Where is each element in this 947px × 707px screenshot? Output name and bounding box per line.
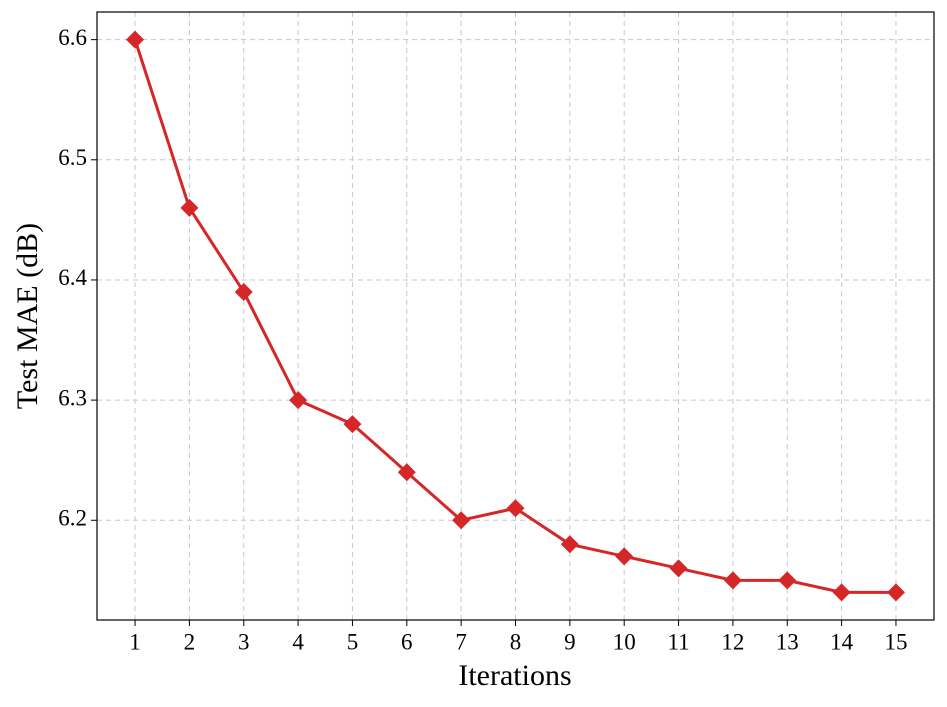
marker xyxy=(560,535,579,554)
x-tick-label: 8 xyxy=(510,629,522,654)
marker xyxy=(506,499,525,518)
marker xyxy=(886,583,905,602)
y-tick-label: 6.2 xyxy=(58,506,87,531)
x-tick-label: 13 xyxy=(776,629,799,654)
x-tick-label: 4 xyxy=(292,629,304,654)
marker xyxy=(723,571,742,590)
x-tick-label: 12 xyxy=(721,629,744,654)
x-tick-label: 14 xyxy=(830,629,854,654)
x-axis-label: Iterations xyxy=(458,659,571,692)
x-tick-label: 15 xyxy=(884,629,907,654)
marker xyxy=(126,30,145,49)
marker xyxy=(452,511,471,530)
x-tick-label: 9 xyxy=(564,629,576,654)
x-tick-label: 11 xyxy=(667,629,689,654)
x-tick-label: 10 xyxy=(613,629,636,654)
marker xyxy=(397,463,416,482)
x-tick-label: 1 xyxy=(129,629,141,654)
x-tick-label: 7 xyxy=(455,629,467,654)
marker xyxy=(778,571,797,590)
y-tick-label: 6.6 xyxy=(58,25,87,50)
marker xyxy=(615,547,634,566)
marker xyxy=(234,282,253,301)
y-axis-label: Test MAE (dB) xyxy=(11,223,44,409)
marker xyxy=(832,583,851,602)
x-tick-label: 6 xyxy=(401,629,413,654)
marker xyxy=(669,559,688,578)
y-tick-label: 6.5 xyxy=(58,145,87,170)
x-tick-label: 5 xyxy=(347,629,359,654)
y-tick-label: 6.4 xyxy=(58,265,87,290)
marker xyxy=(289,391,308,410)
x-tick-label: 3 xyxy=(238,629,250,654)
marker xyxy=(180,198,199,217)
plot-frame xyxy=(96,11,935,621)
x-tick-label: 2 xyxy=(184,629,196,654)
marker xyxy=(343,415,362,434)
y-tick-label: 6.3 xyxy=(58,385,87,410)
